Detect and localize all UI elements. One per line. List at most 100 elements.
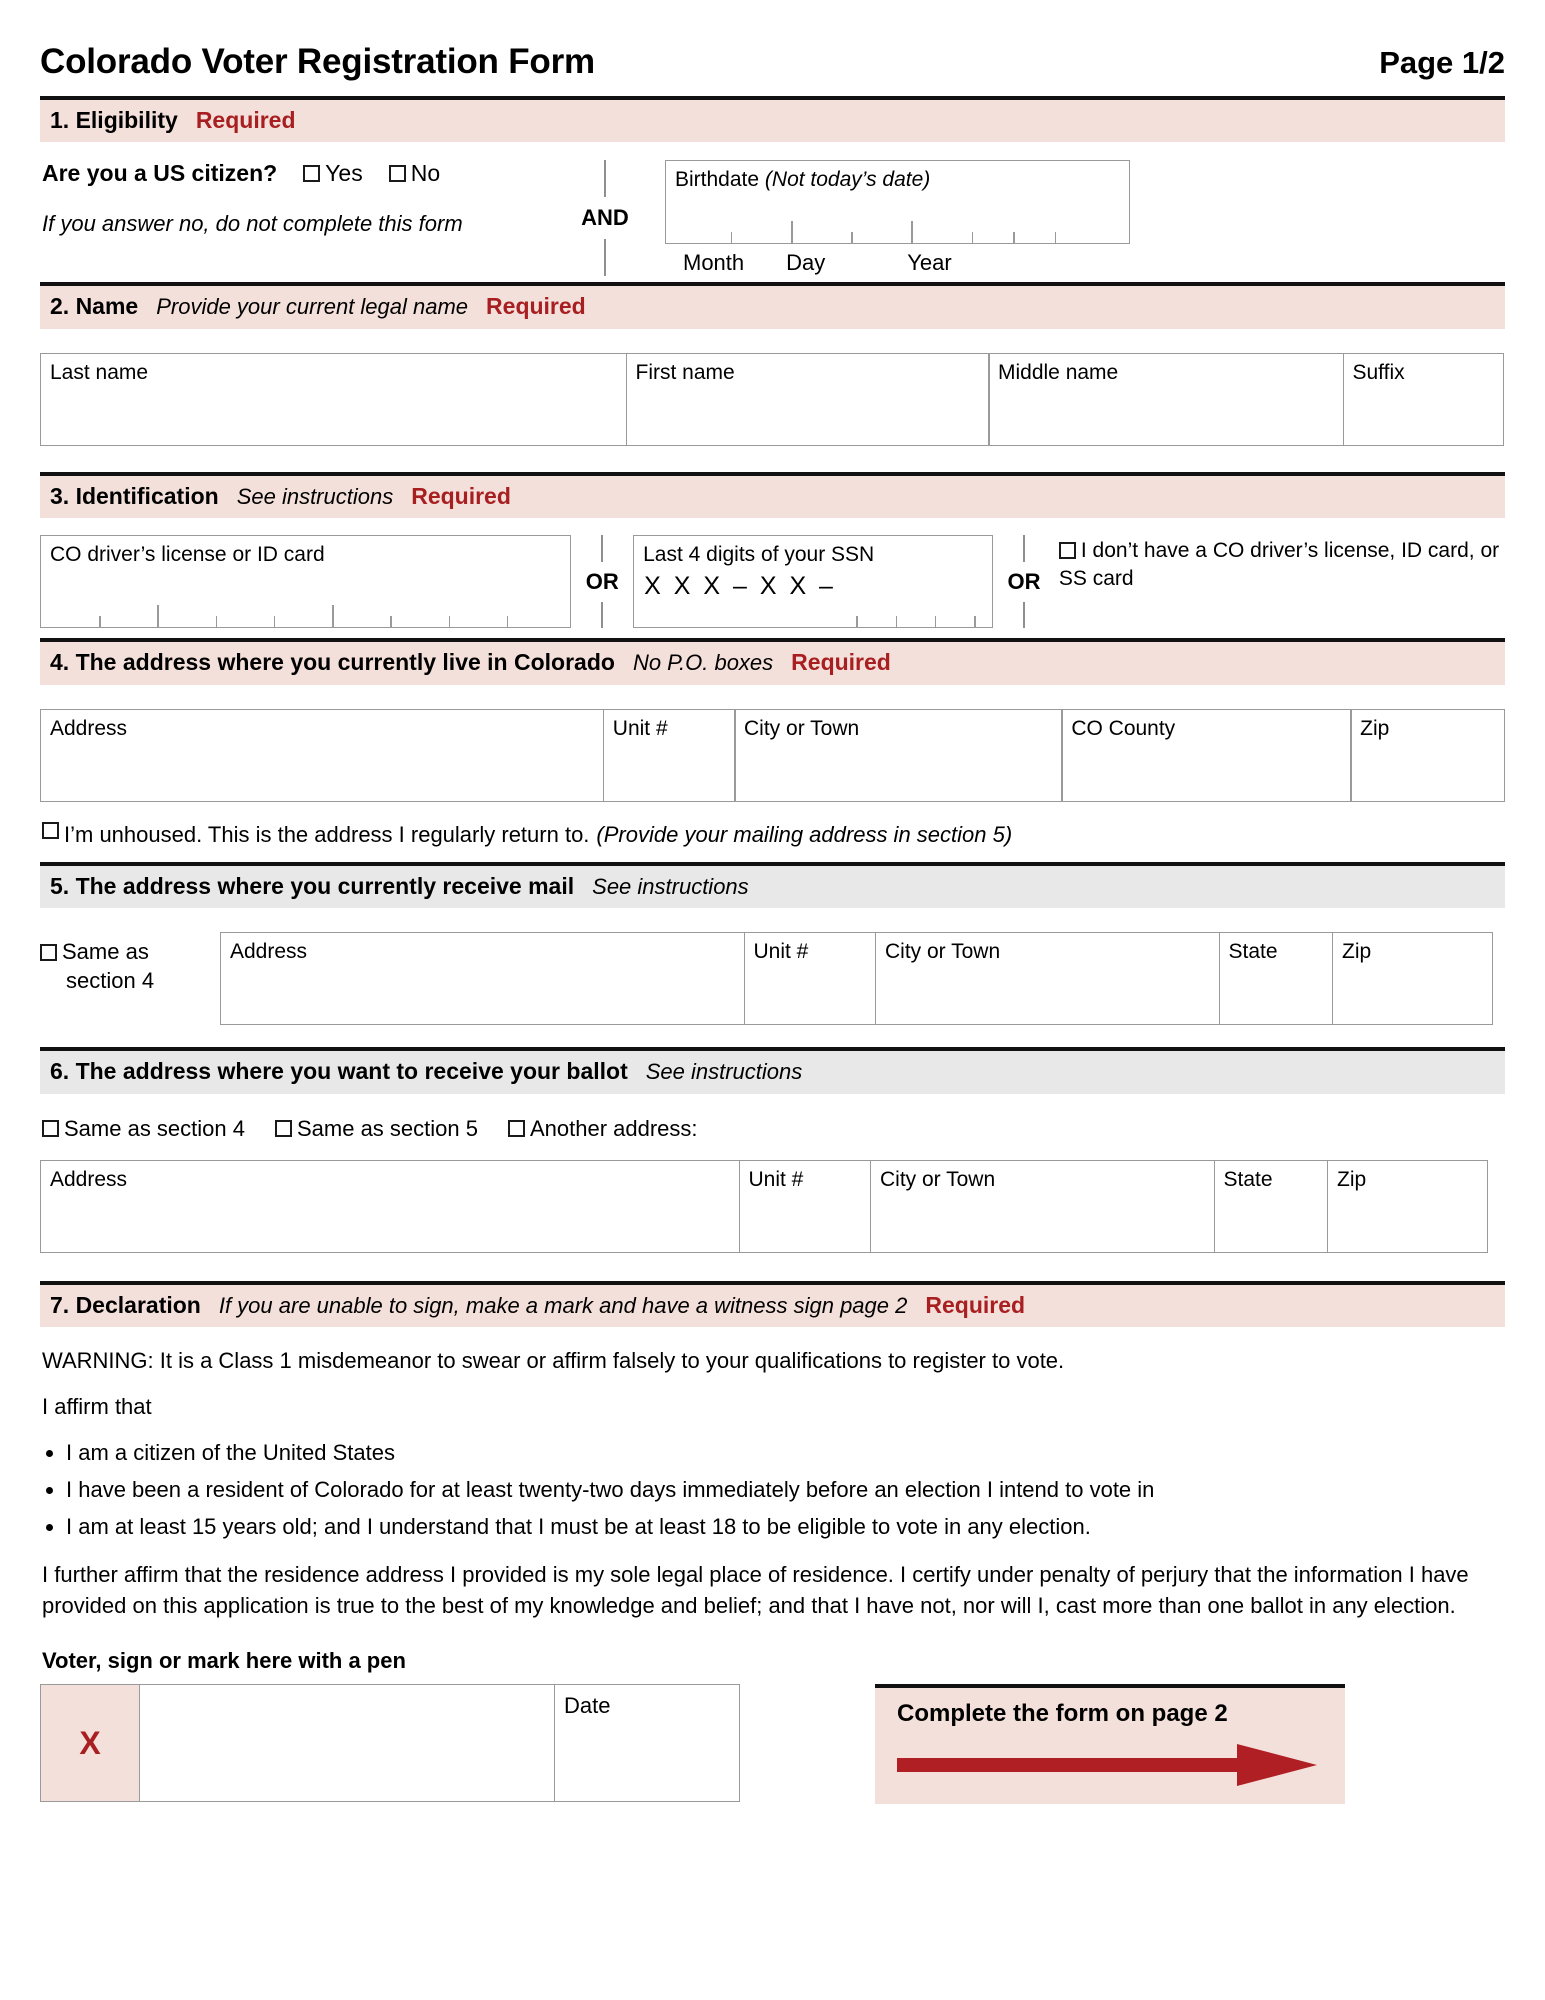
mailing-same-label-line2: section 4 [66,967,155,993]
section-note: See instructions [592,873,749,899]
declaration-body: WARNING: It is a Class 1 misdemeanor to … [40,1327,1505,1622]
divider-line [601,601,604,629]
middle-name-input[interactable]: Middle name [988,352,1344,446]
citizen-yes-option[interactable]: Yes [303,160,363,187]
last-name-input[interactable]: Last name [40,352,627,446]
checkbox-icon[interactable] [42,821,59,839]
signature-input[interactable] [140,1684,555,1803]
ballot-another-address-option[interactable]: Another address: [507,1115,698,1142]
signature-area: X Date Complete the form on page 2 [40,1684,1505,1805]
ballot-unit-input[interactable]: Unit # [738,1159,872,1253]
citizen-no-option[interactable]: No [388,160,441,187]
checkbox-icon[interactable] [40,944,57,962]
checkbox-icon[interactable] [388,165,406,183]
no-id-checkbox-option[interactable]: I don’t have a CO driver’s license, ID c… [1055,535,1505,628]
mailing-unit-input[interactable]: Unit # [743,932,877,1026]
signature-x-marker: X [40,1684,140,1803]
citizenship-question-row: Are you a US citizen? Yes No [42,160,545,187]
ssn-input[interactable]: Last 4 digits of your SSN X X X – X X – [633,535,994,629]
section-header-mailing-address: 5. The address where you currently recei… [40,861,1505,909]
declaration-warning: WARNING: It is a Class 1 misdemeanor to … [42,1348,1065,1374]
unhoused-note: (Provide your mailing address in section… [596,821,1013,847]
mailing-zip-label: Zip [1342,940,1372,964]
checkbox-icon[interactable] [42,1120,59,1138]
section-title: 1. Eligibility [50,107,178,133]
ballot-option-label: Same as section 4 [64,1115,245,1141]
mailing-address-input[interactable]: Address [220,932,745,1026]
or-connector-1: OR [571,535,633,629]
section-note: No P.O. boxes [632,650,774,676]
signature-instruction: Voter, sign or mark here with a pen [42,1648,406,1674]
section-note: See instructions [645,1059,803,1085]
residence-address-input[interactable]: Address [40,708,605,802]
birthdate-input[interactable]: Birthdate (Not today’s date) [665,160,1130,245]
section-header-eligibility: 1. Eligibility Required [40,96,1505,143]
first-name-input[interactable]: First name [625,352,990,446]
citizenship-question-label: Are you a US citizen? [42,160,278,187]
residence-unit-input[interactable]: Unit # [602,708,736,802]
next-page-text: Complete the form on page 2 [897,1700,1228,1728]
mailing-address-row: Address Unit # City or Town State Zip [220,932,1493,1026]
ballot-address-options: Same as section 4 Same as section 5 Anot… [40,1094,1505,1160]
month-label: Month [683,250,745,276]
birthdate-label: Birthdate (Not today’s date) [666,161,1129,192]
ballot-state-input[interactable]: State [1213,1159,1329,1253]
required-badge: Required [411,482,511,509]
page-header: Colorado Voter Registration Form Page 1/… [40,0,1505,96]
ballot-city-label: City or Town [880,1167,996,1191]
date-label: Date [564,1693,611,1719]
ballot-address-input[interactable]: Address [40,1159,740,1253]
citizen-yes-label: Yes [325,160,363,187]
divider-line [601,535,604,562]
suffix-input[interactable]: Suffix [1342,352,1504,446]
residence-zip-input[interactable]: Zip [1350,708,1505,802]
ballot-zip-label: Zip [1337,1167,1367,1191]
mailing-state-input[interactable]: State [1218,932,1334,1026]
section-title: 6. The address where you want to receive… [50,1058,628,1085]
suffix-label: Suffix [1352,360,1405,384]
residence-county-input[interactable]: CO County [1061,708,1352,802]
declaration-affirm-intro: I affirm that [42,1393,152,1419]
section-title: 3. Identification [50,482,219,509]
checkbox-icon[interactable] [1058,542,1076,560]
mailing-zip-input[interactable]: Zip [1332,932,1493,1026]
or-label: OR [585,568,619,594]
or-connector-2: OR [993,535,1055,629]
divider-line [1023,535,1026,562]
section-note: See instructions [236,483,394,509]
residence-unit-label: Unit # [612,716,668,740]
drivers-license-input[interactable]: CO driver’s license or ID card [40,535,572,629]
declaration-affirm-list: I am a citizen of the United States I ha… [40,1437,1505,1543]
mailing-city-input[interactable]: City or Town [875,932,1220,1026]
no-id-label: I don’t have a CO driver’s license, ID c… [1058,539,1500,591]
birthdate-block: Birthdate (Not today’s date) Month Day Y… [665,160,1130,276]
signature-date-input[interactable]: Date [555,1684,740,1803]
ballot-city-input[interactable]: City or Town [870,1159,1215,1253]
checkbox-icon[interactable] [507,1120,525,1138]
page-number: Page 1/2 [1379,45,1505,80]
section-title: 2. Name [50,293,139,320]
ballot-zip-input[interactable]: Zip [1327,1159,1488,1253]
section-header-residence-address: 4. The address where you currently live … [40,638,1505,685]
mailing-same-label-line1: Same as [62,939,149,965]
ssn-comb-ticks [634,601,992,628]
citizen-no-label: No [410,160,441,187]
ballot-option-label: Another address: [529,1115,698,1141]
or-label: OR [1007,568,1041,594]
required-badge: Required [791,649,891,676]
checkbox-icon[interactable] [274,1120,292,1138]
day-label: Day [786,250,826,276]
ballot-address-label: Address [50,1167,128,1191]
required-badge: Required [925,1291,1026,1318]
list-item: I am at least 15 years old; and I unders… [66,1511,1505,1543]
birthdate-legend: Month Day Year [665,244,1130,276]
citizenship-block: Are you a US citizen? Yes No If you answ… [40,160,545,276]
unhoused-checkbox-option[interactable]: I’m unhoused. This is the address I regu… [40,802,1505,862]
ballot-same-as-section4-option[interactable]: Same as section 4 [42,1116,245,1142]
mailing-same-as-section4-option[interactable]: Same as section 4 [40,932,220,995]
checkbox-icon[interactable] [303,165,321,183]
ballot-same-as-section5-option[interactable]: Same as section 5 [274,1116,478,1142]
residence-city-input[interactable]: City or Town [734,708,1063,802]
required-badge: Required [195,107,296,133]
